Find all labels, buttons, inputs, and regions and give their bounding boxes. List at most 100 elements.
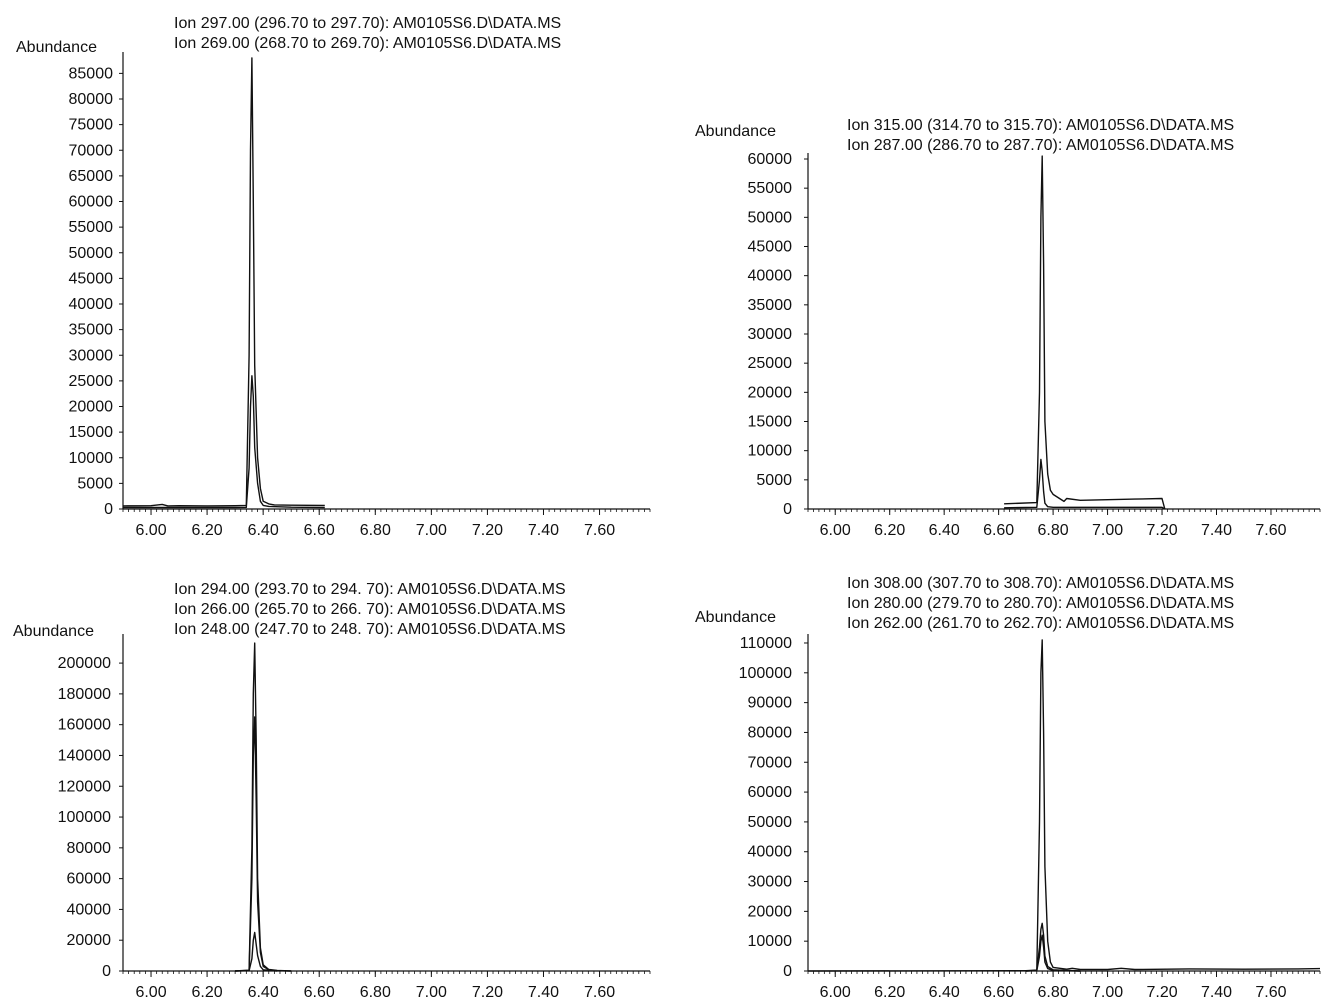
y-tick-label: 70000 [748,754,793,771]
y-tick-label: 15000 [748,414,793,431]
y-tick-label: 15000 [69,424,114,441]
ion-label: Ion 315.00 (314.70 to 315.70): AM0105S6.… [847,117,1234,134]
y-tick-label: 50000 [748,209,793,226]
x-tick-label: 7.00 [416,522,447,539]
y-tick-label: 10000 [69,450,114,467]
x-tick-label: 6.80 [1038,984,1069,999]
y-tick-label: 20000 [67,932,112,949]
y-tick-label: 70000 [69,142,114,159]
y-tick-label: 40000 [67,901,112,918]
y-tick-label: 10000 [748,443,793,460]
y-tick-label: 30000 [69,347,114,364]
y-axis-label: Abundance [13,623,94,640]
ion-label: Ion 248.00 (247.70 to 248. 70): AM0105S6… [174,621,566,638]
x-tick-label: 6.00 [135,522,166,539]
x-tick-label: 7.40 [528,984,559,999]
x-tick-label: 7.40 [1201,522,1232,539]
y-tick-label: 20000 [69,399,114,416]
y-tick-label: 65000 [69,168,114,185]
ion-trace-2 [1025,922,1081,972]
ion-trace-1 [807,639,1321,972]
ion-label: Ion 269.00 (268.70 to 269.70): AM0105S6.… [174,35,561,52]
y-tick-label: 100000 [739,665,792,682]
ion-trace-1 [122,57,325,507]
y-tick-label: 5000 [756,472,792,489]
y-tick-label: 0 [102,963,111,980]
x-tick-label: 6.20 [874,984,905,999]
y-tick-label: 5000 [77,475,113,492]
x-tick-label: 6.60 [304,522,335,539]
x-tick-label: 7.20 [472,984,503,999]
x-tick-label: 6.40 [929,984,960,999]
x-tick-label: 6.00 [820,522,851,539]
x-tick-label: 6.80 [1038,522,1069,539]
x-tick-label: 7.60 [1255,984,1286,999]
y-tick-label: 50000 [69,245,114,262]
y-tick-label: 80000 [748,724,793,741]
y-tick-label: 30000 [748,874,793,891]
y-tick-label: 75000 [69,117,114,134]
y-tick-label: 35000 [748,297,793,314]
y-tick-label: 10000 [748,933,793,950]
chart-panel-4: Abundance Ion 308.00 (307.70 to 308.70): … [695,575,1321,999]
x-tick-label: 6.60 [983,522,1014,539]
x-tick-label: 7.60 [1255,522,1286,539]
ion-trace-3 [1025,934,1081,972]
y-tick-label: 0 [104,501,113,518]
y-tick-label: 200000 [58,655,111,672]
y-tick-label: 40000 [748,844,793,861]
x-tick-label: 6.20 [192,522,223,539]
ion-trace-1 [1004,155,1166,510]
y-tick-label: 55000 [69,219,114,236]
x-tick-label: 7.00 [1092,522,1123,539]
y-tick-label: 180000 [58,686,111,703]
ion-label: Ion 294.00 (293.70 to 294. 70): AM0105S6… [174,581,566,598]
x-tick-label: 6.40 [929,522,960,539]
ion-label: Ion 308.00 (307.70 to 308.70): AM0105S6.… [847,575,1234,592]
x-tick-label: 7.00 [416,984,447,999]
y-tick-label: 45000 [748,239,793,256]
ion-label: Ion 297.00 (296.70 to 297.70): AM0105S6.… [174,15,561,32]
x-tick-label: 6.40 [248,522,279,539]
x-tick-label: 6.40 [248,984,279,999]
x-tick-label: 7.20 [1146,522,1177,539]
ion-label: Ion 287.00 (286.70 to 287.70): AM0105S6.… [847,137,1234,154]
y-tick-label: 80000 [67,840,112,857]
y-tick-label: 120000 [58,778,111,795]
x-tick-label: 6.80 [360,522,391,539]
y-tick-label: 0 [783,963,792,980]
ion-label: Ion 266.00 (265.70 to 266. 70): AM0105S6… [174,601,566,618]
x-tick-label: 6.00 [820,984,851,999]
y-tick-label: 30000 [748,326,793,343]
chart-panel-2: Abundance Ion 315.00 (314.70 to 315.70): … [695,117,1321,539]
ion-trace-2 [123,375,325,509]
y-tick-label: 80000 [69,91,114,108]
y-tick-label: 35000 [69,322,114,339]
ion-trace-2 [235,716,292,972]
x-tick-label: 7.40 [528,522,559,539]
y-tick-label: 40000 [69,296,114,313]
y-tick-label: 60000 [748,151,793,168]
x-tick-label: 7.60 [584,522,615,539]
y-tick-label: 40000 [748,268,793,285]
y-tick-label: 85000 [69,65,114,82]
x-tick-label: 7.20 [1146,984,1177,999]
y-tick-label: 20000 [748,903,793,920]
y-tick-label: 90000 [748,695,793,712]
x-tick-label: 6.20 [192,984,223,999]
chart-panel-1: Abundance Ion 297.00 (296.70 to 297.70): … [16,15,651,539]
ion-trace-1 [235,642,292,972]
x-tick-label: 6.60 [304,984,335,999]
y-tick-label: 25000 [748,355,793,372]
y-tick-label: 160000 [58,717,111,734]
chart-panel-3: Abundance Ion 294.00 (293.70 to 294. 70):… [13,581,651,999]
ion-trace-3 [235,931,278,972]
y-tick-label: 60000 [69,194,114,211]
x-tick-label: 6.00 [135,984,166,999]
y-tick-label: 110000 [740,635,792,652]
ion-label: Ion 262.00 (261.70 to 262.70): AM0105S6.… [847,615,1234,632]
y-tick-label: 55000 [748,180,793,197]
y-axis-label: Abundance [16,39,97,56]
x-tick-label: 7.20 [472,522,503,539]
y-tick-label: 45000 [69,270,114,287]
